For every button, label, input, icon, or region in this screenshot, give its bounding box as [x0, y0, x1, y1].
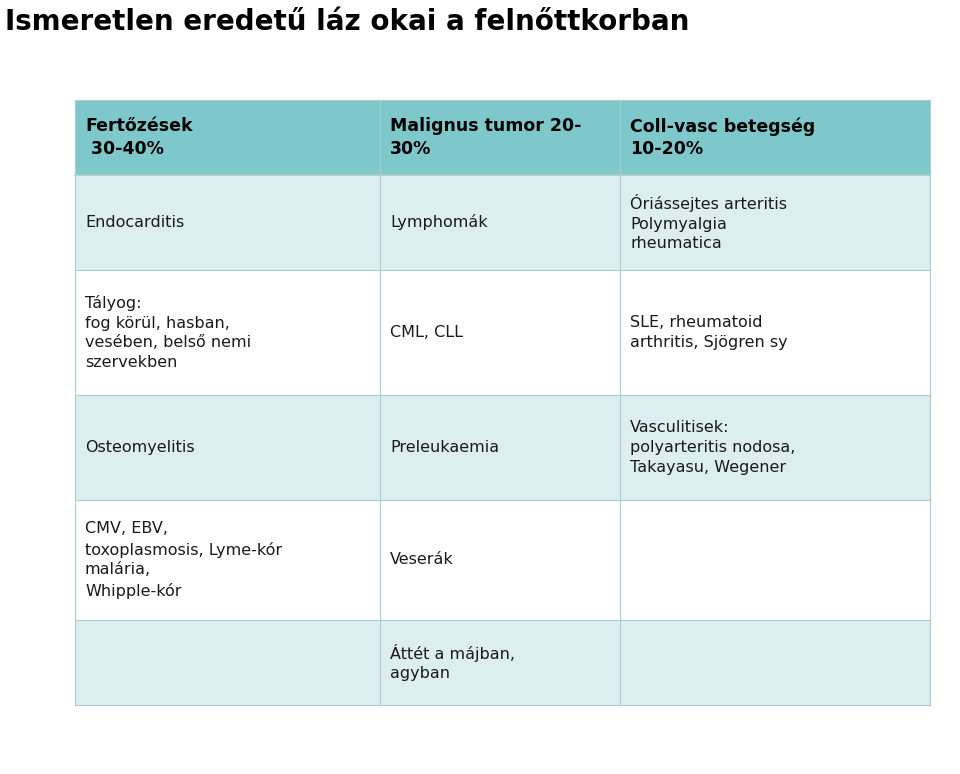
Bar	[75, 500, 380, 620]
Bar	[620, 270, 930, 395]
Bar	[380, 175, 620, 270]
Bar	[380, 395, 620, 500]
Text: Osteomyelitis: Osteomyelitis	[85, 440, 195, 455]
Text: Coll-vasc betegség
10-20%: Coll-vasc betegség 10-20%	[630, 117, 815, 158]
Text: SLE, rheumatoid
arthritis, Sjögren sy: SLE, rheumatoid arthritis, Sjögren sy	[630, 315, 787, 350]
Bar	[380, 620, 620, 705]
Bar	[380, 270, 620, 395]
Text: Vasculitisek:
polyarteritis nodosa,
Takayasu, Wegener: Vasculitisek: polyarteritis nodosa, Taka…	[630, 420, 796, 474]
Bar	[620, 175, 930, 270]
Bar	[75, 100, 380, 175]
Bar	[620, 500, 930, 620]
Text: Óriássejtes arteritis
Polymyalgia
rheumatica: Óriássejtes arteritis Polymyalgia rheuma…	[630, 194, 787, 252]
Bar	[380, 500, 620, 620]
Bar	[75, 175, 380, 270]
Text: Veserák: Veserák	[390, 553, 454, 567]
Text: Tályog:
fog körül, hasban,
vesében, belső nemi
szervekben: Tályog: fog körül, hasban, vesében, bels…	[85, 295, 252, 370]
Text: Lymphomák: Lymphomák	[390, 214, 488, 231]
Text: CML, CLL: CML, CLL	[390, 325, 463, 340]
Bar	[380, 100, 620, 175]
Text: Ismeretlen eredetű láz okai a felnőttkorban: Ismeretlen eredetű láz okai a felnőttkor…	[5, 8, 689, 36]
Bar	[620, 620, 930, 705]
Text: Preleukaemia: Preleukaemia	[390, 440, 499, 455]
Bar	[75, 620, 380, 705]
Text: Malignus tumor 20-
30%: Malignus tumor 20- 30%	[390, 118, 582, 158]
Bar	[75, 395, 380, 500]
Text: Endocarditis: Endocarditis	[85, 215, 184, 230]
Bar	[620, 100, 930, 175]
Text: CMV, EBV,
toxoplasmosis, Lyme-kór
malária,
Whipple-kór: CMV, EBV, toxoplasmosis, Lyme-kór malári…	[85, 522, 282, 598]
Bar	[620, 395, 930, 500]
Text: Áttét a májban,
agyban: Áttét a májban, agyban	[390, 644, 515, 681]
Bar	[75, 270, 380, 395]
Text: Fertőzések
 30-40%: Fertőzések 30-40%	[85, 118, 193, 158]
